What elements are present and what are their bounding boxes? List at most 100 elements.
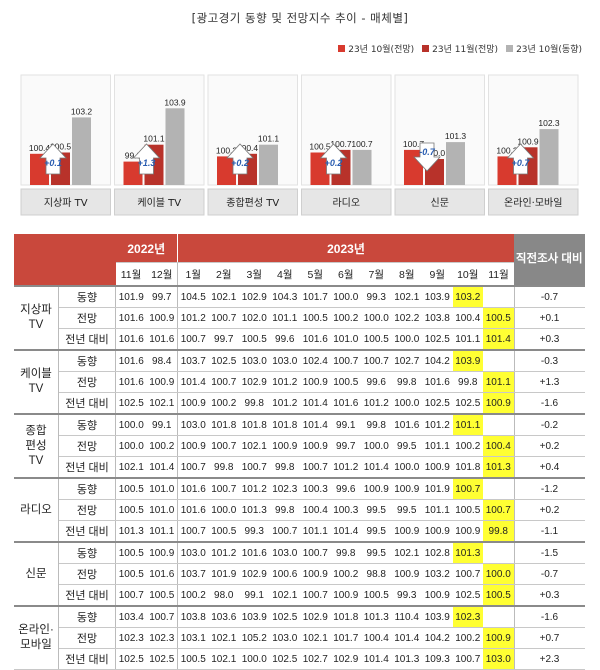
table-cell: 110.4 bbox=[391, 605, 422, 628]
category-label: 지상파 TV bbox=[44, 197, 88, 209]
bar bbox=[123, 161, 143, 185]
category-box bbox=[207, 188, 298, 216]
table-cell: 101.2 bbox=[422, 413, 453, 436]
table-cell: 99.8 bbox=[269, 456, 300, 479]
diff-cell: -0.7 bbox=[513, 285, 585, 308]
table-cell: 100.4 bbox=[452, 307, 483, 329]
table-header-row: 2022년 2023년 직전조사 대비 bbox=[14, 234, 585, 287]
diff-cell: +0.3 bbox=[513, 328, 585, 351]
table-cell: 103.9 bbox=[452, 349, 483, 372]
table-cell: 101.3 bbox=[361, 605, 392, 628]
diff-cell: -1.5 bbox=[513, 541, 585, 564]
row-sub-label: 동향 bbox=[58, 349, 116, 372]
table-cell: 101.8 bbox=[330, 605, 361, 628]
table-cell: 100.2 bbox=[330, 307, 361, 329]
bar bbox=[497, 156, 517, 185]
bar-value-label: 100.0 bbox=[424, 148, 446, 158]
table-cell: 102.0 bbox=[239, 307, 270, 329]
table-cell: 100.5 bbox=[361, 328, 392, 351]
category-label: 종합편성 TV bbox=[226, 197, 279, 209]
arrow-up-icon bbox=[506, 143, 535, 175]
row-sub-label: 전망 bbox=[58, 435, 116, 457]
table-cell: 100.7 bbox=[300, 456, 331, 479]
row-sub-label: 전망 bbox=[58, 627, 116, 649]
bar-value-label: 103.9 bbox=[164, 97, 186, 107]
table-cell: 101.2 bbox=[177, 307, 209, 329]
table-cell: 100.0 bbox=[330, 285, 361, 308]
table-cell: 99.7 bbox=[208, 328, 239, 351]
table-cell: 102.1 bbox=[208, 627, 239, 649]
change-label: +0.2 bbox=[231, 158, 249, 168]
row-sub-label: 전년 대비 bbox=[58, 392, 116, 415]
legend-swatch bbox=[338, 45, 346, 52]
table-cell: 100.9 bbox=[146, 307, 178, 329]
table-cell: 99.5 bbox=[361, 499, 392, 521]
table-cell: 100.3 bbox=[330, 499, 361, 521]
year-2022-header: 2022년 bbox=[115, 234, 178, 263]
table-cell: 99.3 bbox=[391, 584, 422, 607]
table-cell: 101.8 bbox=[269, 413, 300, 436]
table-cell: 101.0 bbox=[146, 499, 178, 521]
category-label: 온라인·모바일 bbox=[504, 197, 562, 209]
table-cell bbox=[483, 413, 514, 436]
bar bbox=[165, 108, 185, 185]
table-row: 전망 100.5 101.6 103.7 101.9 102.9 100.6 100.9 100… bbox=[14, 563, 585, 585]
table-cell: 100.7 bbox=[146, 605, 178, 628]
table-cell: 102.5 bbox=[422, 328, 453, 351]
table-cell: 103.2 bbox=[422, 563, 453, 585]
legend-label: 23년 11월(전망) bbox=[432, 45, 499, 55]
bar bbox=[217, 156, 236, 185]
table-cell: 100.9 bbox=[361, 477, 392, 500]
table-cell: 101.4 bbox=[300, 413, 331, 436]
table-corner bbox=[14, 234, 116, 287]
table-cell: 103.0 bbox=[269, 349, 300, 372]
table-cell: 100.9 bbox=[452, 520, 483, 543]
table-row: 전년 대비 102.1 101.4 100.7 99.8 100.7 99.8 100.7 10… bbox=[14, 456, 585, 479]
table-cell: 100.0 bbox=[391, 456, 422, 479]
change-label: +0.7 bbox=[512, 158, 531, 168]
table-cell: 101.8 bbox=[452, 456, 483, 479]
row-sub-label: 전망 bbox=[58, 371, 116, 393]
table-cell: 100.9 bbox=[483, 392, 514, 415]
table-cell: 99.8 bbox=[483, 520, 514, 543]
table-cell: 103.0 bbox=[269, 541, 300, 564]
table-cell: 99.6 bbox=[361, 371, 392, 393]
change-label: -0.7 bbox=[419, 147, 436, 157]
table-cell: 102.5 bbox=[115, 648, 147, 670]
table-cell: 100.5 bbox=[115, 499, 147, 521]
bar-value-label: 100.4 bbox=[237, 143, 259, 153]
table-cell bbox=[483, 605, 514, 628]
month-header: 10월 bbox=[452, 262, 483, 287]
bar-value-label: 100.4 bbox=[29, 143, 51, 153]
table-cell: 102.2 bbox=[391, 307, 422, 329]
table-cell: 100.2 bbox=[177, 584, 209, 607]
table-cell: 100.9 bbox=[391, 477, 422, 500]
change-label: +0.2 bbox=[325, 158, 343, 168]
table-cell: 101.8 bbox=[239, 413, 270, 436]
bar-value-label: 100.7 bbox=[351, 139, 373, 149]
bar bbox=[259, 144, 278, 185]
table-cell: 101.6 bbox=[177, 477, 209, 500]
legend-label: 23년 10월(동향) bbox=[516, 45, 582, 55]
month-header: 8월 bbox=[391, 262, 422, 287]
table-cell: 100.7 bbox=[452, 477, 483, 500]
row-group-label: 온라인· 모바일 bbox=[14, 605, 59, 670]
table-cell: 99.8 bbox=[452, 371, 483, 393]
table-cell: 101.4 bbox=[391, 627, 422, 649]
category-box bbox=[394, 188, 485, 216]
table-cell: 101.1 bbox=[146, 520, 178, 543]
month-header: 11월 bbox=[115, 262, 147, 287]
table-cell: 103.9 bbox=[422, 285, 453, 308]
table-cell: 103.1 bbox=[177, 627, 209, 649]
table-cell: 99.6 bbox=[330, 477, 361, 500]
table-cell: 102.7 bbox=[391, 349, 422, 372]
table-cell: 102.9 bbox=[239, 563, 270, 585]
table-row: 케이블 TV 동향 101.6 98.4 103.7 102.5 103.0 103.0 102.… bbox=[14, 349, 585, 415]
table-cell: 100.7 bbox=[300, 584, 331, 607]
table-cell: 100.7 bbox=[483, 499, 514, 521]
table-cell: 100.9 bbox=[300, 435, 331, 457]
table-cell: 100.5 bbox=[483, 307, 514, 329]
row-sub-label: 전망 bbox=[58, 307, 116, 329]
table-cell: 103.9 bbox=[239, 605, 270, 628]
table-cell: 103.0 bbox=[239, 349, 270, 372]
